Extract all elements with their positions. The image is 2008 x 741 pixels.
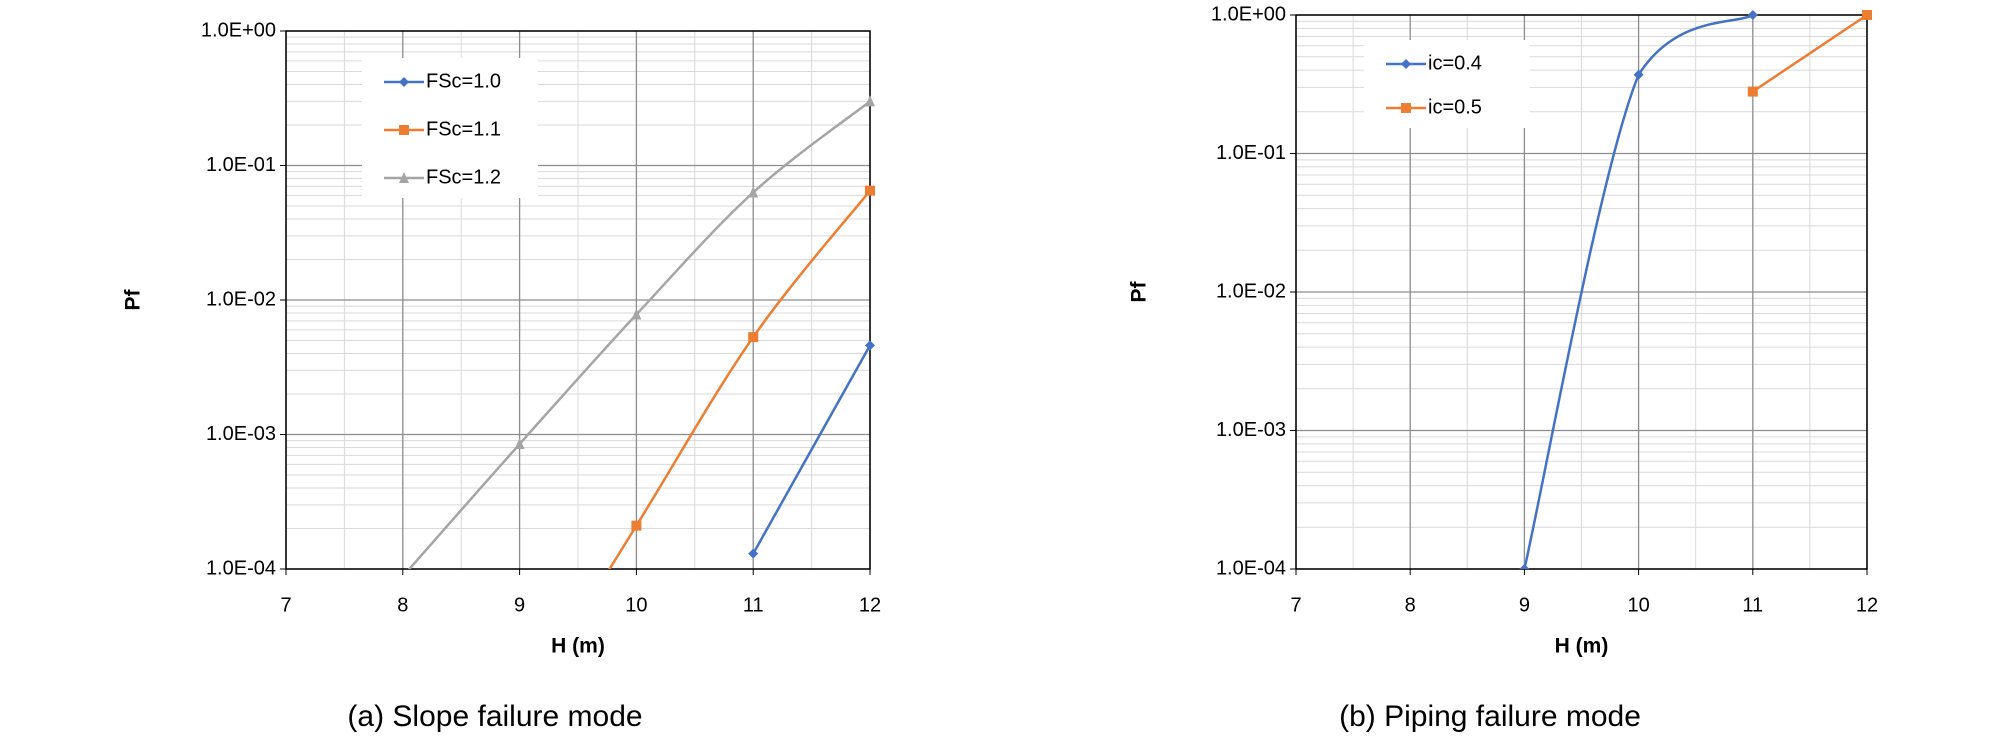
marker bbox=[748, 548, 759, 559]
legend-label: ic=0.4 bbox=[1428, 52, 1482, 74]
y-tick-label: 1.0E-03 bbox=[206, 423, 276, 445]
x-tick-label: 8 bbox=[1405, 594, 1416, 616]
marker bbox=[399, 125, 409, 135]
marker bbox=[1747, 86, 1758, 97]
series-line bbox=[608, 189, 871, 569]
x-axis-title: H (m) bbox=[1555, 635, 1609, 658]
y-tick-label: 1.0E+00 bbox=[201, 19, 276, 41]
caption: (a) Slope failure mode bbox=[347, 700, 642, 733]
legend-label: FSc=1.2 bbox=[426, 166, 501, 188]
marker bbox=[631, 308, 642, 320]
series-line bbox=[752, 344, 872, 555]
legend-label: FSc=1.1 bbox=[426, 118, 501, 140]
marker bbox=[748, 332, 759, 343]
series-group bbox=[1519, 10, 1872, 569]
y-tick-label: 1.0E-04 bbox=[206, 557, 276, 579]
marker bbox=[399, 77, 409, 87]
y-tick-label: 1.0E-03 bbox=[1216, 419, 1286, 441]
y-tick-label: 1.0E-04 bbox=[1216, 557, 1286, 579]
marker bbox=[1401, 59, 1411, 69]
series-line bbox=[1523, 13, 1754, 569]
chart: 1.0E-04 1.0E-03 1.0E-02 1.0E-01 1.0E+00 7 8 9 10… bbox=[122, 19, 882, 733]
marker bbox=[865, 185, 875, 196]
marker bbox=[1747, 10, 1758, 20]
y-axis-title: Pf bbox=[1128, 280, 1151, 302]
marker bbox=[1633, 69, 1644, 80]
chart: 1.0E-04 1.0E-03 1.0E-02 1.0E-01 1.0E+00 7 8 9 10… bbox=[1128, 3, 1879, 733]
marker bbox=[1401, 103, 1411, 113]
x-tick-label: 9 bbox=[514, 594, 525, 616]
marker bbox=[865, 95, 875, 107]
x-tick-label: 11 bbox=[1742, 594, 1763, 616]
caption: (b) Piping failure mode bbox=[1339, 700, 1641, 733]
legend-label: FSc=1.0 bbox=[426, 70, 501, 92]
legend-label: ic=0.5 bbox=[1428, 96, 1482, 118]
marker bbox=[1519, 564, 1530, 569]
x-tick-label: 12 bbox=[859, 594, 881, 616]
series-line bbox=[1752, 13, 1868, 93]
plot-frame bbox=[1295, 14, 1868, 570]
x-axis-title: H (m) bbox=[551, 635, 605, 658]
x-tick-label: 11 bbox=[743, 594, 764, 616]
y-tick-label: 1.0E-01 bbox=[1216, 142, 1286, 164]
marker bbox=[1862, 10, 1872, 20]
series-group bbox=[407, 95, 875, 569]
marker bbox=[631, 520, 642, 531]
y-tick-label: 1.0E-02 bbox=[206, 288, 276, 310]
x-tick-label: 8 bbox=[397, 594, 408, 616]
x-tick-label: 7 bbox=[1290, 594, 1301, 616]
marker bbox=[399, 172, 409, 183]
x-tick-label: 12 bbox=[1856, 594, 1878, 616]
plot-frame bbox=[285, 30, 871, 570]
x-tick-label: 7 bbox=[280, 594, 291, 616]
marker bbox=[748, 186, 759, 198]
y-tick-label: 1.0E-01 bbox=[206, 154, 276, 176]
y-tick-label: 1.0E+00 bbox=[1211, 3, 1286, 25]
x-tick-label: 9 bbox=[1519, 594, 1530, 616]
legend-box bbox=[1364, 40, 1530, 128]
y-axis-title: Pf bbox=[122, 288, 145, 310]
marker bbox=[514, 437, 525, 449]
x-tick-label: 10 bbox=[625, 594, 647, 616]
x-tick-label: 10 bbox=[1627, 594, 1649, 616]
marker bbox=[865, 340, 875, 351]
y-tick-label: 1.0E-02 bbox=[1216, 280, 1286, 302]
